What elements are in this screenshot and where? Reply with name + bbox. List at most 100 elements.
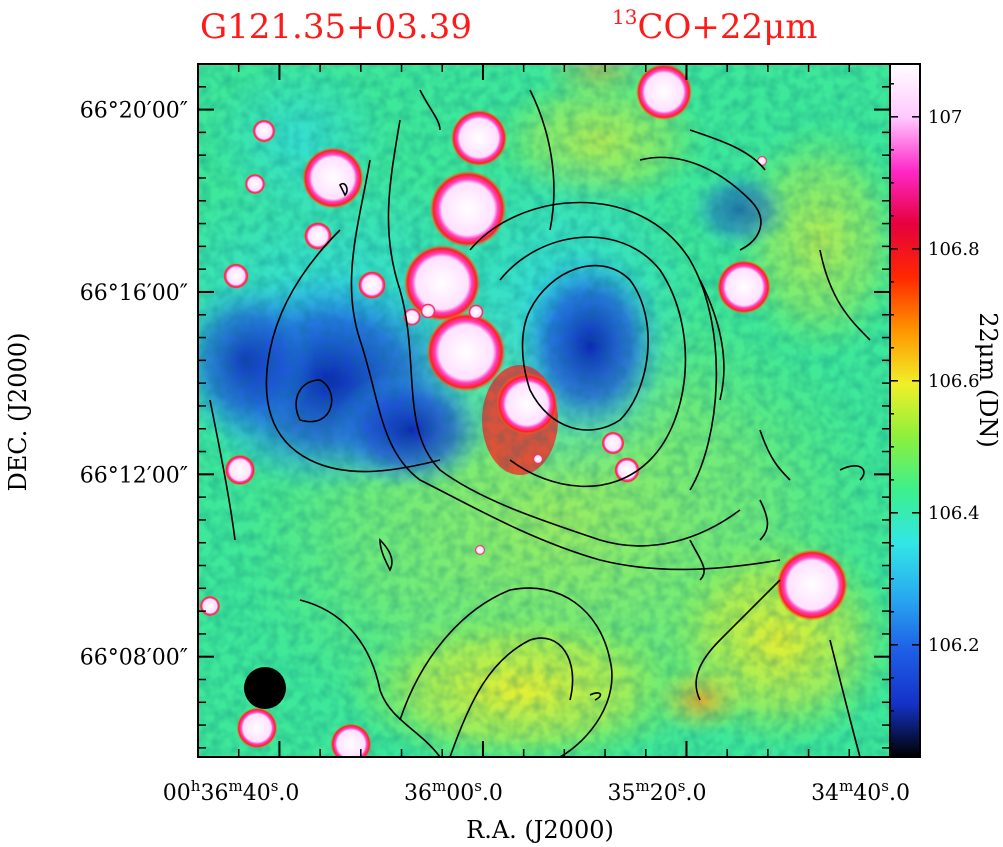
contour-lines (209, 89, 871, 757)
y-tick-label: 66°16′00″ (80, 281, 188, 306)
contour (379, 538, 393, 572)
point-source (776, 549, 848, 621)
contour (829, 639, 861, 757)
x-tick-part: m (228, 777, 242, 795)
point-source (330, 723, 372, 757)
point-source (474, 544, 486, 556)
contour (299, 599, 441, 757)
x-tick-part: 34 (811, 781, 839, 806)
contour (819, 249, 871, 341)
x-tick-part: 40 (243, 781, 271, 806)
contour (529, 89, 555, 231)
contour (699, 279, 725, 401)
x-tick-part: .0 (278, 781, 299, 806)
x-tick-part: 40 (853, 781, 881, 806)
contour (759, 429, 791, 481)
point-source (244, 173, 266, 195)
heatmap-image (198, 64, 890, 757)
point-source (236, 707, 278, 749)
contour (469, 201, 718, 491)
contour (521, 264, 649, 431)
point-source (426, 312, 506, 392)
x-tick-part: .0 (889, 781, 910, 806)
chart-title: G121.35+03.39 (200, 7, 472, 47)
x-tick-part: 00 (163, 781, 191, 806)
x-tick-part: s (271, 777, 279, 795)
point-source (601, 431, 625, 455)
contour (695, 579, 781, 701)
point-source (614, 457, 640, 483)
point-source (224, 454, 256, 486)
colorbar-label: 22μm (DN) (974, 312, 1002, 448)
colorbar-tick-label: 106.8 (928, 239, 980, 260)
x-tick-label: 34m40s.0 (811, 777, 910, 806)
x-tick-part: .0 (685, 781, 706, 806)
y-tick-label: 66°20′00″ (80, 99, 188, 124)
chart-subtitle: 13CO+22μm (612, 5, 817, 47)
subtitle-main: CO+22μm (637, 7, 817, 47)
point-source (223, 263, 249, 289)
x-tick-label: 36m00s.0 (404, 777, 503, 806)
point-source (403, 308, 421, 326)
colorbar (889, 63, 921, 758)
x-tick-label: 35m20s.0 (608, 777, 707, 806)
x-tick-part: 00 (446, 781, 474, 806)
contour (589, 692, 602, 701)
contour (339, 182, 348, 197)
x-axis-label: R.A. (J2000) (466, 816, 614, 844)
contour (350, 159, 781, 571)
x-tick-part: h (191, 777, 201, 795)
x-tick-part: m (636, 777, 650, 795)
x-tick-part: s (881, 777, 889, 795)
contour (399, 587, 613, 757)
point-source (199, 595, 221, 617)
point-source (717, 260, 771, 314)
colorbar-tick-label: 106.2 (928, 635, 980, 656)
contour (839, 465, 865, 481)
contour (265, 229, 441, 473)
colorbar-tick-label: 106.6 (928, 371, 980, 392)
x-tick-part: s (474, 777, 482, 795)
y-tick-label: 66°08′00″ (80, 646, 188, 671)
point-source (420, 303, 436, 319)
x-tick-part: 36 (200, 781, 228, 806)
contour (419, 89, 441, 131)
x-tick-labels: 00h36m40s.0 36m00s.0 35m20s.0 34m40s.0 (163, 777, 910, 806)
colorbar-tick-labels: 106.2 106.4 106.6 106.8 107 (928, 107, 980, 656)
colorbar-tick-label: 107 (928, 107, 962, 128)
point-source (468, 304, 484, 320)
contour (209, 399, 236, 541)
point-source (429, 170, 507, 248)
point-source (303, 221, 333, 251)
x-tick-part: .0 (482, 781, 503, 806)
y-tick-labels: 66°20′00″ 66°16′00″ 66°12′00″ 66°08′00″ (80, 99, 188, 671)
x-tick-part: s (678, 777, 686, 795)
x-tick-part: 20 (650, 781, 678, 806)
colorbar-ticks (890, 83, 920, 745)
point-source (532, 453, 544, 465)
point-source (357, 270, 387, 300)
x-tick-label: 00h36m40s.0 (163, 777, 300, 806)
point-sources (199, 64, 848, 757)
x-tick-part: 36 (404, 781, 432, 806)
x-tick-part: 35 (608, 781, 636, 806)
point-source (252, 119, 276, 143)
point-source (496, 373, 558, 435)
x-tick-part: m (432, 777, 446, 795)
y-axis-label: DEC. (J2000) (4, 333, 32, 492)
point-source (756, 155, 768, 167)
point-source (302, 147, 364, 209)
subtitle-superscript: 13 (612, 5, 637, 29)
contour (295, 379, 333, 423)
contour (689, 129, 766, 171)
contour (499, 236, 687, 488)
point-source (403, 244, 481, 322)
contour (689, 539, 705, 581)
contour (639, 156, 762, 251)
point-source (450, 109, 508, 167)
contour (387, 119, 741, 547)
beam-marker (244, 667, 286, 709)
x-tick-part: m (839, 777, 853, 795)
contour (759, 499, 769, 541)
